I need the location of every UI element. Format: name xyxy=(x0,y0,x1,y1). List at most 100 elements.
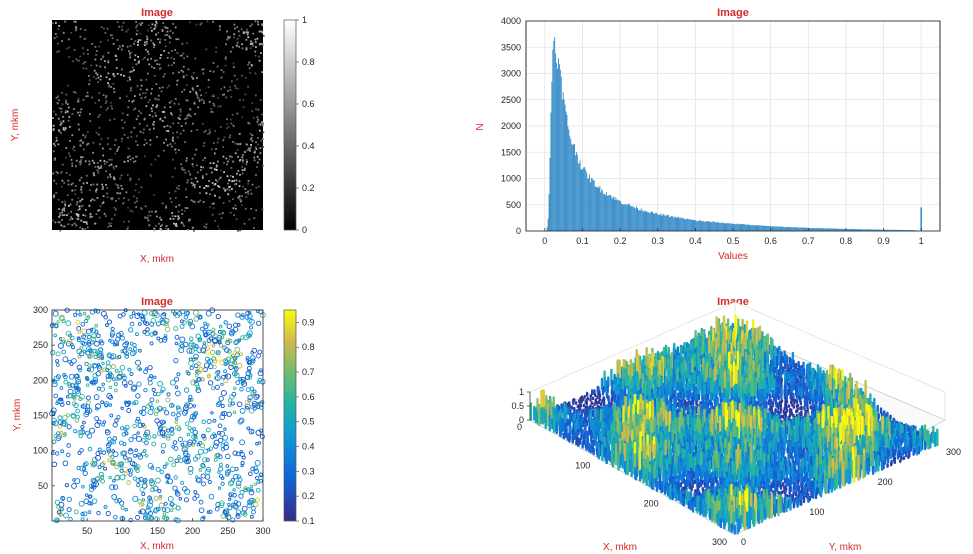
speckle xyxy=(148,210,151,213)
contour-blob xyxy=(171,503,178,510)
histogram-bar xyxy=(854,229,856,231)
speckle xyxy=(75,58,78,61)
speckle xyxy=(231,80,233,83)
speckle xyxy=(153,121,155,123)
speckle xyxy=(81,228,84,230)
contour-blob xyxy=(112,377,116,382)
histogram-bar xyxy=(729,223,731,231)
speckle xyxy=(218,228,221,230)
histogram-bar xyxy=(582,168,584,231)
speckle xyxy=(86,143,88,146)
contour-blob xyxy=(87,494,93,499)
contour-blob xyxy=(55,374,61,380)
speckle xyxy=(53,37,56,40)
histogram-bar xyxy=(739,224,741,231)
contour-blob xyxy=(207,448,211,452)
speckle xyxy=(194,177,197,180)
contour-blob xyxy=(65,452,71,458)
speckle xyxy=(121,29,124,31)
speckle xyxy=(141,208,143,211)
contour-blob xyxy=(223,444,229,451)
speckle xyxy=(194,186,196,189)
histogram-bar xyxy=(888,229,890,231)
speckle xyxy=(53,158,56,161)
speckle xyxy=(212,188,214,190)
speckle xyxy=(156,104,159,107)
speckle xyxy=(132,99,135,102)
speckle xyxy=(174,98,177,100)
y-tick-label: 150 xyxy=(33,411,48,421)
speckle xyxy=(262,124,264,127)
histogram-bar xyxy=(883,229,885,231)
contour-blob xyxy=(199,443,205,449)
contour-blob xyxy=(168,456,174,463)
speckle xyxy=(86,226,89,229)
speckle xyxy=(205,129,207,132)
x-tick-label: 0.5 xyxy=(727,236,740,246)
contour-blob xyxy=(107,353,112,359)
speckle xyxy=(102,147,104,150)
histogram-bar xyxy=(838,228,840,231)
contour-blob xyxy=(93,354,98,360)
speckle xyxy=(257,108,260,111)
speckle xyxy=(199,169,202,171)
speckle xyxy=(101,183,104,186)
speckle xyxy=(104,102,107,104)
speckle xyxy=(119,192,122,195)
speckle xyxy=(232,62,235,65)
contour-blob xyxy=(60,449,65,454)
speckle xyxy=(87,53,89,55)
contour-blob xyxy=(188,470,194,476)
histogram-bar xyxy=(845,229,847,231)
speckle xyxy=(179,132,182,135)
histogram-bar xyxy=(912,230,914,231)
contour-blob xyxy=(222,345,227,350)
histogram-bar xyxy=(781,226,783,231)
contour-blob xyxy=(114,368,119,373)
contour-blob xyxy=(157,380,164,387)
speckle xyxy=(112,74,115,77)
contour-blob xyxy=(81,403,88,410)
speckle xyxy=(237,143,240,145)
speckle xyxy=(59,123,62,126)
histogram-bar xyxy=(803,227,805,231)
speckle xyxy=(217,96,220,99)
speckle xyxy=(228,179,231,182)
speckle xyxy=(155,33,157,36)
speckle xyxy=(245,143,247,146)
speckle xyxy=(157,38,159,40)
speckle xyxy=(102,154,105,157)
contour-blob xyxy=(108,475,112,480)
speckle xyxy=(226,175,229,178)
speckle xyxy=(260,52,262,54)
speckle xyxy=(238,133,241,135)
histogram-bar xyxy=(788,227,790,231)
contour-blob xyxy=(59,430,63,434)
speckle xyxy=(232,198,234,200)
histogram-bar xyxy=(553,41,555,232)
speckle xyxy=(174,26,177,29)
contour-blob xyxy=(87,446,93,452)
contour-blob xyxy=(74,418,80,423)
speckle xyxy=(118,197,120,200)
histogram-bar xyxy=(895,229,897,231)
histogram-bar xyxy=(823,228,825,231)
speckle xyxy=(223,86,226,89)
speckle xyxy=(248,218,251,221)
contour-blob xyxy=(67,383,72,389)
speckle xyxy=(147,72,149,75)
speckle xyxy=(74,189,77,192)
speckle xyxy=(217,160,219,163)
contour-blob xyxy=(116,498,122,503)
speckle xyxy=(68,125,71,128)
speckle xyxy=(168,192,171,194)
contour-blob xyxy=(174,385,179,389)
speckle xyxy=(227,125,230,128)
y-tick-label: 50 xyxy=(38,481,48,491)
speckle xyxy=(152,127,155,130)
speckle xyxy=(161,28,164,31)
contour-blob xyxy=(185,458,191,464)
speckle xyxy=(99,205,102,208)
histogram-bar xyxy=(660,213,662,231)
speckle xyxy=(229,118,232,121)
